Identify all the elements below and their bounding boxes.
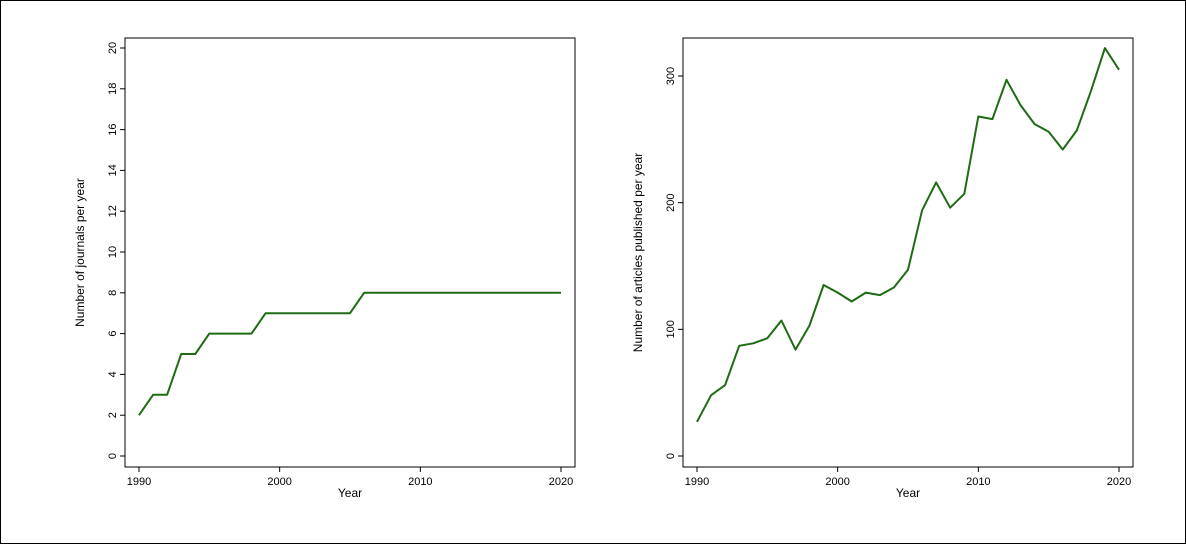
y-tick-label: 10 bbox=[107, 246, 119, 258]
x-axis-title: Year bbox=[338, 486, 362, 500]
y-tick-label: 16 bbox=[107, 123, 119, 135]
x-tick-label: 1990 bbox=[685, 476, 709, 488]
y-tick-label: 12 bbox=[107, 205, 119, 217]
x-tick-label: 2010 bbox=[408, 476, 432, 488]
y-tick-label: 2 bbox=[107, 412, 119, 418]
y-tick-label: 4 bbox=[107, 371, 119, 377]
y-tick-label: 0 bbox=[665, 453, 677, 459]
y-tick-label: 100 bbox=[665, 320, 677, 338]
x-tick-label: 2010 bbox=[966, 476, 990, 488]
x-tick-label: 2020 bbox=[1107, 476, 1131, 488]
y-axis-title: Number of articles published per year bbox=[631, 153, 645, 352]
plot-area bbox=[124, 37, 576, 468]
x-tick-label: 1990 bbox=[127, 476, 151, 488]
y-tick-label: 0 bbox=[107, 453, 119, 459]
y-tick-label: 8 bbox=[107, 290, 119, 296]
x-axis-title: Year bbox=[896, 486, 920, 500]
x-tick-label: 2000 bbox=[267, 476, 291, 488]
y-tick-label: 20 bbox=[107, 42, 119, 54]
x-tick-label: 2000 bbox=[825, 476, 849, 488]
y-axis-title: Number of journals per year bbox=[73, 178, 87, 327]
y-tick-label: 14 bbox=[107, 164, 119, 176]
plot-area bbox=[682, 37, 1134, 468]
chart-journals-per-year: 0 2 4 6 8 10 12 14 16 18 20 1990 2000 2010 2020 Year Num… bbox=[73, 37, 576, 500]
series-line bbox=[696, 47, 1120, 423]
y-tick-label: 6 bbox=[107, 331, 119, 337]
x-tick-label: 2020 bbox=[549, 476, 573, 488]
y-tick-label: 200 bbox=[665, 193, 677, 211]
y-tick-label: 300 bbox=[665, 67, 677, 85]
series-line bbox=[138, 291, 561, 416]
chart-articles-per-year: 0 100 200 300 1990 2000 2010 2020 Year Number of … bbox=[631, 37, 1134, 500]
y-tick-label: 18 bbox=[107, 83, 119, 95]
